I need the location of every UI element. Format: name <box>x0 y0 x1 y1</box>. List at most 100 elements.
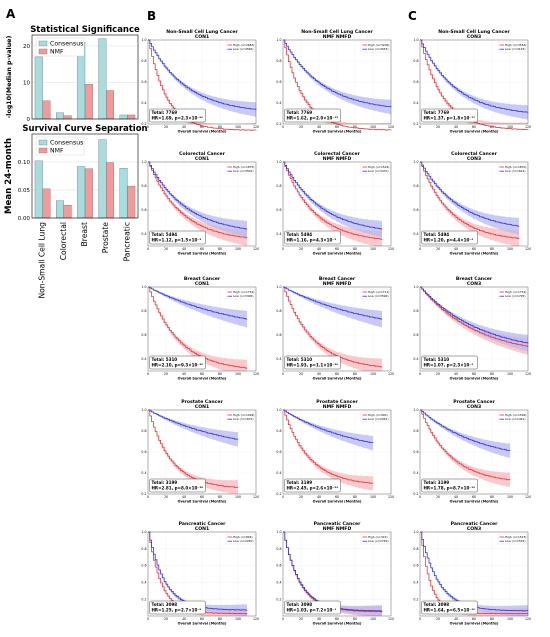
km-xtick: 0 <box>282 125 284 129</box>
km-legend-low: Low (n=1795) <box>505 294 525 298</box>
legend-label-1: NMF <box>50 49 64 56</box>
km-ytick: 0.4 <box>276 232 281 236</box>
km-ytick: 1.0 <box>141 160 146 164</box>
km-xtick: 40 <box>182 495 186 499</box>
km-hr: HR=1.93, p=1.1×10⁻²⁶ <box>287 363 339 368</box>
km-xtick: 0 <box>419 125 421 129</box>
km-condition-title: NMF NMFD <box>323 156 352 162</box>
km-xtick: 80 <box>353 617 357 621</box>
km-low-curve <box>148 409 239 440</box>
km-xtick: 20 <box>164 617 168 621</box>
km-xtick: 0 <box>282 617 284 621</box>
km-xtick: 40 <box>454 372 458 376</box>
km-xtick: 80 <box>353 247 357 251</box>
km-xlabel: Overall Survival (Months) <box>178 377 227 381</box>
km-axes-frame <box>147 161 257 247</box>
km-high-curve <box>148 39 257 131</box>
km-ytick: 0.6 <box>276 80 281 84</box>
km-ytick: 0.2 <box>413 122 418 126</box>
km-xtick: 40 <box>317 617 321 621</box>
km-condition-title: CON1 <box>195 281 209 287</box>
bar-nmf-2 <box>84 168 93 219</box>
km-xtick: 120 <box>525 617 531 621</box>
km-ytick: 0.8 <box>141 547 146 551</box>
significance-bar-chart: Statistical Significance 0 10 20 -log10(Medi… <box>6 25 140 123</box>
km-stats-box <box>149 108 206 123</box>
km-xtick: 20 <box>164 247 168 251</box>
km-legend-low: Low (n=1461) <box>505 417 525 421</box>
km-ytick: 0.4 <box>141 471 146 475</box>
km-ytick: 0.4 <box>141 581 146 585</box>
km-legend-box <box>497 163 528 175</box>
km-high-ci-band <box>283 532 382 616</box>
km-condition-title: CON1 <box>195 404 209 410</box>
km-low-ci-band <box>420 287 528 352</box>
bar-consensus-1 <box>56 200 64 219</box>
legend-swatch-0 <box>38 139 48 146</box>
km-legend-low: Low (n=3306) <box>233 294 253 298</box>
km-ytick: 0.8 <box>413 547 418 551</box>
km-ytick: 1.0 <box>276 408 281 412</box>
km-total: Total: 3098 <box>152 602 178 607</box>
km-ytick: 1.0 <box>276 160 281 164</box>
km-ytick: 1.0 <box>276 530 281 534</box>
km-xtick: 120 <box>388 617 394 621</box>
bar-consensus-2 <box>77 166 86 219</box>
km-high-ci-band <box>283 410 373 491</box>
km-cancer-title: Non-Small Cell Lung Cancer <box>438 29 510 35</box>
km-xtick: 20 <box>299 372 303 376</box>
km-cancer-title: Prostate Cancer <box>316 399 358 405</box>
km-ytick: 0.8 <box>413 59 418 63</box>
km-xtick: 20 <box>164 372 168 376</box>
km-ytick: 0.6 <box>413 208 418 212</box>
km-total: Total: 5310 <box>152 357 178 362</box>
km-legend-box <box>360 533 391 545</box>
km-low-ci-band <box>283 410 373 451</box>
km-xtick: 80 <box>490 372 494 376</box>
km-xtick: 60 <box>200 495 204 499</box>
km-xtick: 20 <box>164 495 168 499</box>
km-xtick: 0 <box>147 617 149 621</box>
km-ytick: 0.4 <box>276 357 281 361</box>
km-ytick: 0.8 <box>141 429 146 433</box>
km-xtick: 60 <box>472 247 476 251</box>
km-legend-low: Low (n=1624) <box>505 169 525 173</box>
km-total: Total: 7769 <box>287 110 313 115</box>
km-ytick: 0.6 <box>141 208 146 212</box>
km-low-curve <box>283 161 383 230</box>
km-legend-high: High (n=1524) <box>368 165 389 169</box>
km-xtick: 120 <box>525 247 531 251</box>
km-high-ci-band <box>148 162 247 246</box>
km-axes-frame <box>419 409 529 495</box>
km-axes-frame <box>147 286 257 372</box>
km-high-ci-band <box>283 287 382 371</box>
km-axes-frame <box>147 39 257 125</box>
km-xtick: 20 <box>436 247 440 251</box>
km-low-ci-band <box>283 532 382 616</box>
km-xlabel: Overall Survival (Months) <box>178 130 227 134</box>
km-legend-low: Low (n=1676) <box>233 417 253 421</box>
km-xtick: 0 <box>147 125 149 129</box>
bar-category-label: Pancreatic <box>122 222 131 261</box>
km-total: Total: 3199 <box>424 480 450 485</box>
km-condition-title: CON1 <box>195 526 209 532</box>
km-high-ci-band <box>420 162 519 246</box>
km-legend-box <box>225 41 256 53</box>
km-xtick: 20 <box>299 125 303 129</box>
km-low-curve <box>420 39 529 113</box>
km-legend-box <box>360 411 391 423</box>
km-low-curve <box>420 286 529 344</box>
km-ytick: 0.4 <box>413 357 418 361</box>
km-axes-frame <box>282 161 392 247</box>
bar-consensus-3 <box>98 139 107 219</box>
km-hr: HR=1.07, p=2.3×10⁻¹ <box>424 363 474 368</box>
km-legend-low: Low (n=1535) <box>505 539 525 543</box>
km-ytick: 1.0 <box>141 408 146 412</box>
km-ytick: 0.4 <box>276 471 281 475</box>
km-ytick: 1.0 <box>413 408 418 412</box>
panel-letter-c: C <box>408 9 417 23</box>
km-xtick: 80 <box>353 372 357 376</box>
km-xtick: 40 <box>454 495 458 499</box>
km-cancer-title: Colorectal Cancer <box>314 151 360 157</box>
km-ytick: 0.8 <box>413 309 418 313</box>
